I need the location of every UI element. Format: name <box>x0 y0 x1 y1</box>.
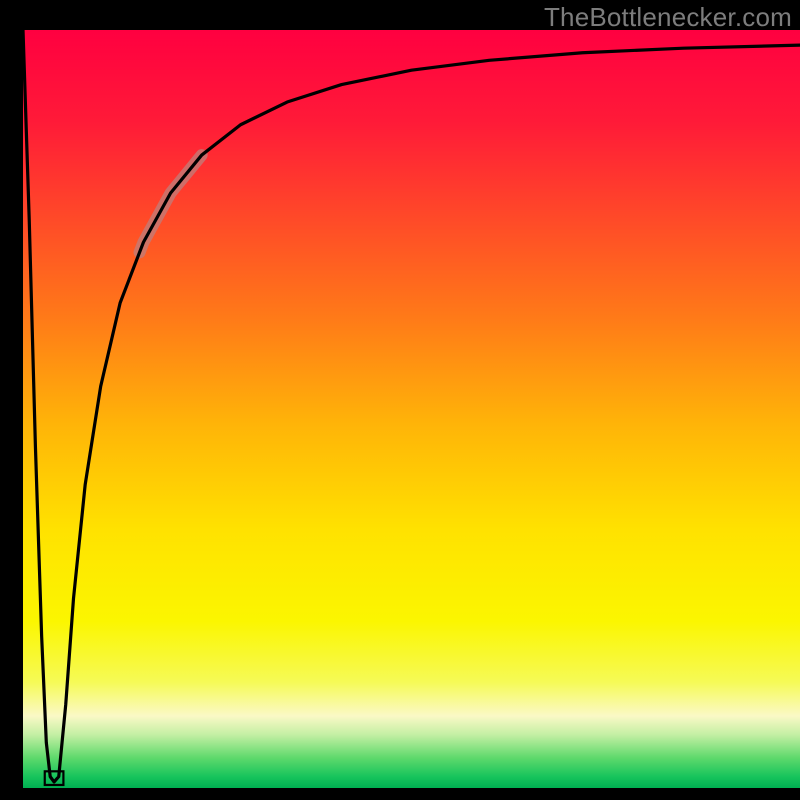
chart-gradient-background <box>23 30 800 788</box>
chart-stage: TheBottlenecker.com <box>0 0 800 800</box>
watermark-text: TheBottlenecker.com <box>544 2 792 33</box>
